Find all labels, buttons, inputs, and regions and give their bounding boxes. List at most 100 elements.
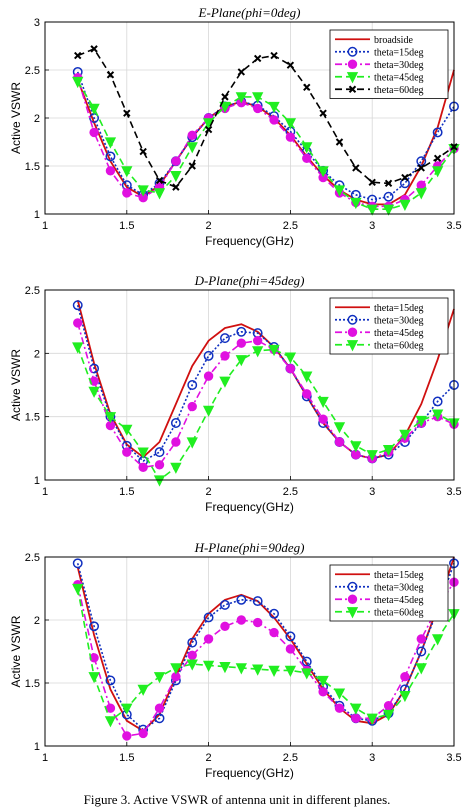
axes-frame — [44, 21, 455, 215]
data-point — [303, 83, 311, 91]
data-point — [154, 460, 165, 470]
figure-caption: Figure 3. Active VSWR of antenna unit in… — [83, 792, 391, 807]
data-point — [399, 429, 411, 441]
data-point — [203, 371, 214, 381]
data-point — [105, 675, 116, 686]
data-point — [416, 646, 427, 657]
series-line — [77, 48, 455, 188]
data-point — [186, 437, 198, 449]
data-point — [220, 351, 230, 361]
data-point — [284, 665, 297, 677]
legend-marker — [347, 581, 358, 592]
legend-label: theta=15deg — [374, 47, 424, 58]
data-point — [170, 170, 182, 183]
data-point — [187, 650, 197, 660]
data-point — [317, 396, 329, 409]
figure-3-vswr-charts: 1 1.5 2 2.5 3 3.5 1 1.5 2 2.5 3 E-Plane(phi=0deg) Fr… — [9, 5, 462, 780]
y-axis-label: Active VSWR — [9, 349, 23, 421]
data-point — [235, 355, 247, 367]
data-point — [383, 191, 394, 202]
data-point — [285, 132, 296, 142]
data-point — [284, 352, 297, 364]
legend-marker — [347, 327, 358, 337]
axes-frame — [44, 289, 455, 481]
data-point — [431, 166, 444, 178]
x-axis-label: Frequency(GHz) — [205, 234, 294, 248]
legend-label: theta=60deg — [374, 340, 424, 351]
data-point — [137, 447, 149, 459]
data-point — [317, 675, 329, 688]
data-point — [268, 665, 280, 677]
legend-marker — [347, 46, 358, 57]
legend-label: broadside — [374, 35, 413, 46]
chart-title: D-Plane(phi=45deg) — [194, 273, 305, 288]
data-point — [350, 703, 362, 715]
y-tick-label: 1 — [34, 475, 40, 487]
data-point — [122, 188, 132, 198]
data-point — [235, 92, 247, 104]
y-tick-label: 1 — [34, 209, 40, 221]
data-point — [121, 424, 133, 436]
series-theta=60deg — [72, 342, 460, 487]
data-point — [202, 405, 215, 417]
legend-marker — [346, 607, 359, 619]
data-point — [384, 179, 393, 187]
data-point — [172, 183, 180, 191]
y-tick-label: 2.5 — [25, 285, 40, 297]
data-point — [89, 127, 99, 138]
data-point — [106, 71, 115, 79]
y-axis-label: Active VSWR — [9, 615, 23, 687]
legend-label: theta=45deg — [374, 328, 424, 339]
data-point — [302, 153, 312, 164]
data-point — [415, 663, 427, 675]
x-tick-label: 1.5 — [119, 220, 134, 232]
data-point — [401, 173, 409, 182]
data-point — [170, 418, 181, 428]
data-point — [122, 447, 132, 457]
series-theta=45deg — [72, 76, 460, 216]
series-theta=60deg — [72, 583, 460, 728]
data-point — [72, 342, 84, 354]
data-point — [221, 93, 229, 101]
data-point — [236, 615, 247, 625]
chart-panel-1: 1 1.5 2 2.5 3 3.5 1 1.5 2 2.5 3 E-Plane(phi=0deg) Fr… — [9, 5, 462, 248]
data-point — [399, 691, 411, 703]
data-point — [121, 166, 133, 178]
data-point — [122, 731, 132, 741]
data-point — [333, 185, 346, 197]
data-point — [417, 164, 425, 172]
data-point — [187, 130, 197, 140]
data-point — [284, 118, 297, 130]
data-point — [104, 137, 117, 149]
legend-label: theta=30deg — [374, 582, 424, 593]
legend-marker — [347, 59, 358, 69]
data-point — [366, 204, 378, 216]
data-point — [203, 350, 214, 361]
y-tick-label: 2.5 — [25, 552, 40, 564]
data-point — [154, 713, 165, 724]
x-tick-label: 1 — [42, 486, 48, 498]
x-tick-label: 3.5 — [446, 220, 461, 232]
series-line — [76, 71, 455, 201]
data-point — [285, 644, 296, 654]
data-point — [318, 414, 328, 424]
data-point — [366, 450, 378, 462]
x-tick-label: 2.5 — [283, 486, 298, 498]
data-point — [121, 703, 133, 715]
data-point — [301, 668, 313, 680]
data-point — [352, 164, 360, 172]
data-point — [383, 700, 394, 711]
y-axis-label: Active VSWR — [9, 82, 23, 154]
data-point — [90, 45, 98, 53]
y-tick-label: 2 — [34, 113, 40, 125]
data-point — [333, 688, 346, 700]
data-point — [285, 363, 296, 374]
legend-label: theta=60deg — [374, 85, 424, 96]
x-axis-label: Frequency(GHz) — [205, 500, 294, 514]
data-point — [153, 475, 166, 487]
data-point — [188, 162, 196, 170]
x-tick-label: 3.5 — [446, 752, 461, 764]
x-tick-label: 2 — [206, 752, 212, 764]
